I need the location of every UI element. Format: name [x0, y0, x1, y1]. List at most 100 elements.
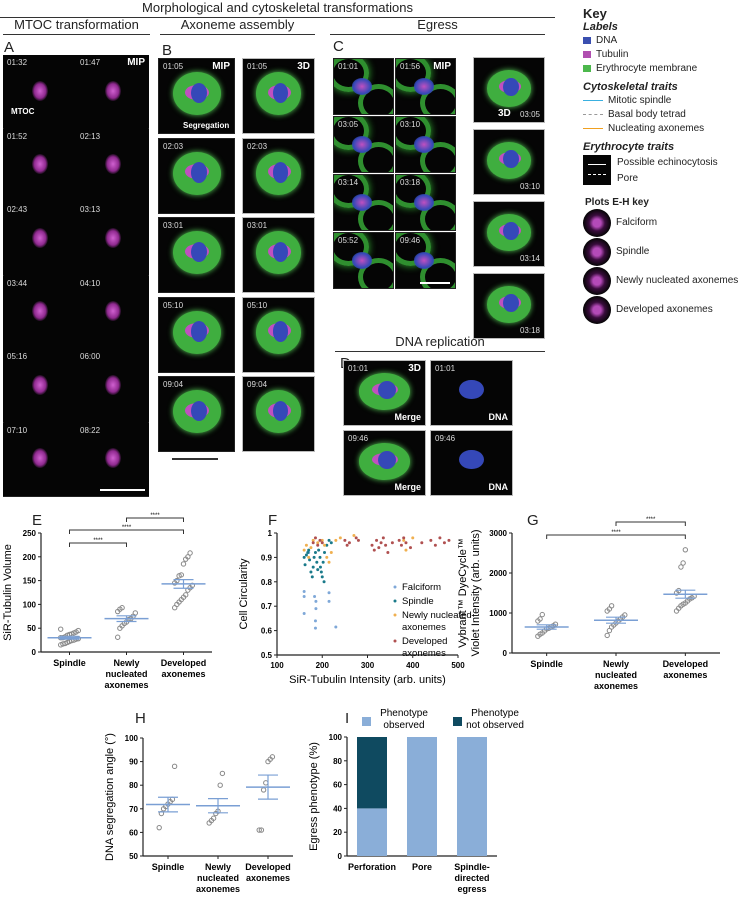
timestamp: 03:13: [80, 205, 101, 214]
scale-bar: [420, 282, 450, 284]
timestamp: 09:46: [348, 434, 369, 443]
data-point: [269, 754, 276, 760]
y-tick-label: 80: [129, 781, 138, 790]
data-point: [377, 546, 381, 550]
cell-thumbnail-icon: [583, 208, 611, 237]
data-point: [315, 560, 319, 564]
y-tick-label: 100: [125, 734, 139, 743]
data-point: [302, 612, 306, 616]
color-swatch: [583, 64, 591, 72]
dna-signal: [272, 321, 289, 342]
erythrocyte-membrane: [419, 257, 455, 288]
data-point: [334, 625, 338, 629]
x-tick-label: Spindle: [530, 659, 563, 669]
legend-marker: [393, 599, 397, 603]
key-plot-item: Newly nucleated axonemes: [583, 266, 738, 295]
timestamp: 09:46: [435, 434, 456, 443]
x-tick-label: Newly nucleated axonemes: [104, 658, 148, 690]
erythrocyte-membrane: [419, 199, 455, 230]
data-point: [345, 543, 349, 547]
data-point: [174, 577, 180, 584]
panel-a-frame: 02:13: [76, 128, 149, 202]
data-point: [327, 599, 331, 603]
data-point: [320, 538, 324, 542]
y-tick-label: 60: [129, 828, 138, 837]
panel-b-3d-frame: 09:04: [242, 376, 315, 452]
data-point: [314, 607, 318, 611]
data-point: [302, 594, 306, 598]
timestamp: 01:05: [247, 62, 268, 71]
parasite-signal: [413, 78, 435, 95]
panel-a-frame: 07:10: [3, 422, 76, 496]
line-swatch: [583, 127, 603, 129]
key-cyto-heading: Cytoskeletal traits: [583, 81, 678, 93]
key-title: Key: [583, 6, 607, 21]
data-point: [311, 541, 315, 545]
significance-label: ****: [646, 517, 656, 523]
tubulin-signal: [32, 80, 49, 101]
panel-b-3d-frame: 05:10: [242, 296, 315, 373]
x-tick-label: Perforation: [348, 862, 396, 872]
data-point: [306, 551, 310, 555]
data-point: [303, 563, 307, 567]
timestamp: 05:10: [247, 300, 268, 310]
timestamp: 03:10: [519, 182, 540, 191]
data-point: [178, 572, 185, 578]
timestamp: 05:52: [338, 236, 359, 245]
data-point: [370, 543, 374, 547]
dna-signal: [459, 380, 484, 400]
data-point: [604, 632, 610, 639]
x-tick-label: 100: [270, 661, 284, 670]
x-tick-label: Spindle-directed egress: [454, 862, 490, 894]
timestamp: 03:14: [519, 254, 540, 263]
timestamp: 03:10: [400, 120, 421, 129]
y-tick-label: 0.7: [261, 602, 273, 611]
view-tag: MIP: [433, 61, 451, 72]
dna-signal: [378, 451, 396, 470]
dna-signal: [378, 381, 396, 400]
y-tick-label: 80: [333, 757, 342, 766]
timestamp: 02:43: [7, 205, 28, 214]
y-tick-label: 2000: [489, 569, 507, 578]
tubulin-signal: [105, 374, 122, 395]
header-egress: Egress: [330, 17, 545, 35]
timestamp: 05:16: [7, 352, 28, 361]
mtoc-label: MTOC: [11, 107, 35, 116]
data-point: [307, 555, 311, 559]
data-point: [680, 560, 686, 566]
data-point: [352, 533, 356, 537]
panel-a-frame: 03:13: [76, 202, 149, 275]
y-tick-label: 20: [333, 828, 342, 837]
key-cyto-text: Nucleating axonemes: [608, 122, 705, 134]
data-point: [429, 538, 433, 542]
data-point: [319, 570, 323, 574]
data-point: [390, 541, 394, 545]
timestamp: 03:44: [7, 278, 28, 288]
data-point: [354, 536, 358, 540]
panel-label-b: B: [162, 42, 173, 59]
view-tag: 3D: [297, 61, 310, 72]
y-axis-label: Egress phenotype (%): [308, 742, 320, 851]
key-plot-text: Spindle: [616, 246, 650, 257]
data-point: [132, 610, 139, 616]
legend-marker: [393, 585, 397, 589]
data-point: [433, 543, 437, 547]
data-point: [156, 824, 162, 831]
data-point: [318, 565, 322, 569]
panel-c-frame: 05:52: [333, 232, 394, 289]
significance-label: ****: [122, 525, 132, 531]
key-label-text: Tubulin: [596, 48, 629, 60]
legend-marker: [393, 613, 397, 617]
x-tick-label: Spindle: [152, 862, 185, 872]
y-tick-label: 0.5: [261, 651, 273, 660]
panel-label-f: F: [268, 512, 278, 529]
x-tick-label: Spindle: [53, 658, 86, 668]
tubulin-signal: [105, 227, 122, 248]
x-tick-label: 300: [361, 661, 375, 670]
key-cyto-item: Basal body tetrad: [583, 107, 738, 121]
significance-label: ****: [93, 538, 103, 544]
y-tick-label: 3000: [489, 529, 507, 538]
data-point: [313, 619, 317, 623]
timestamp: 03:18: [400, 178, 421, 187]
data-point: [329, 541, 333, 545]
